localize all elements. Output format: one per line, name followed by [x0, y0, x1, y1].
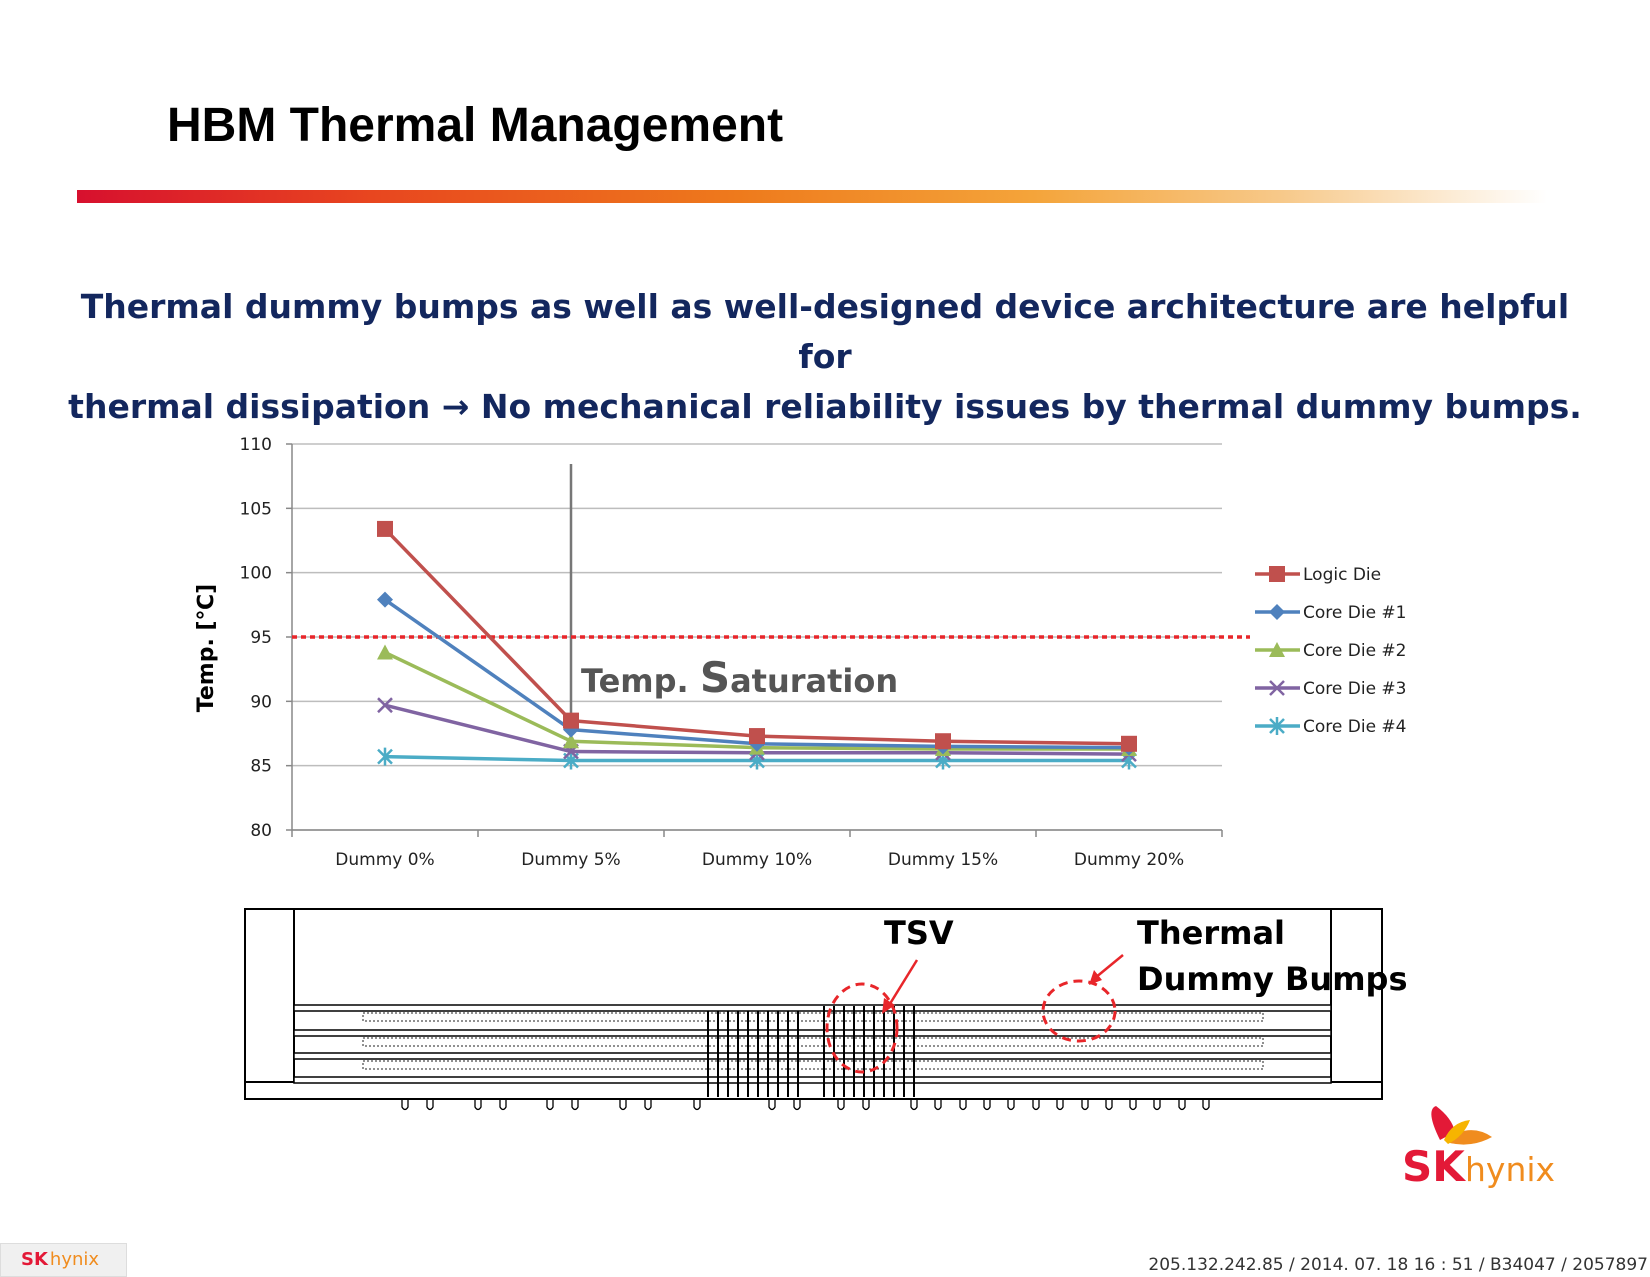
c4-bump	[793, 1100, 801, 1111]
headline: Thermal dummy bumps as well as well-desi…	[60, 282, 1590, 432]
sk-hynix-logo: SK hynix	[1402, 1106, 1555, 1191]
dummy-arrow-head	[1089, 970, 1102, 985]
hbm-cross-section-diagram: TSV Thermal Dummy Bumps	[244, 908, 1408, 1111]
legend-label: Core Die #1	[1303, 603, 1407, 623]
data-point	[935, 733, 951, 750]
tsv-arrow-head	[882, 998, 895, 1014]
c4-bump	[1105, 1100, 1113, 1111]
c4-bump	[546, 1100, 554, 1111]
c4-bump	[401, 1100, 409, 1111]
c4-bump	[571, 1100, 579, 1111]
logo-hynix-text: hynix	[1465, 1150, 1555, 1189]
legend-swatch-marker	[1269, 717, 1285, 735]
micro-bump-row	[362, 1012, 1264, 1022]
thermal-dummy-label-line-2: Dummy Bumps	[1137, 960, 1408, 998]
c4-bump	[426, 1100, 434, 1111]
micro-bump-row	[362, 1060, 1264, 1070]
legend-label: Core Die #4	[1303, 717, 1407, 737]
y-tick-label: 80	[250, 821, 272, 841]
data-point	[377, 697, 393, 714]
saturation-annotation-initial: S	[700, 653, 730, 702]
data-point	[563, 733, 579, 749]
y-tick-label: 90	[250, 692, 272, 712]
x-tick-label: Dummy 15%	[888, 850, 998, 870]
x-tick-label: Dummy 0%	[335, 850, 434, 870]
y-tick-label: 105	[240, 499, 272, 519]
c4-bump	[983, 1100, 991, 1111]
footer-logo-sk: SK	[21, 1249, 48, 1270]
headline-line-2: thermal dissipation → No mechanical reli…	[68, 387, 1582, 426]
title-underline-bar	[77, 190, 1547, 203]
c4-bump	[693, 1100, 701, 1111]
c4-bump	[1056, 1100, 1064, 1111]
data-point	[377, 591, 393, 608]
legend-swatch-marker	[1269, 566, 1285, 582]
c4-bump	[1081, 1100, 1089, 1111]
c4-bump	[1153, 1100, 1161, 1111]
thermal-dummy-label-line-1: Thermal	[1137, 914, 1285, 952]
die-layer	[293, 1029, 1332, 1037]
c4-bump	[862, 1100, 870, 1111]
package-outline	[244, 908, 1383, 1100]
die-layer	[293, 1004, 1332, 1012]
c4-bump	[910, 1100, 918, 1111]
y-tick-label: 100	[240, 564, 272, 584]
tsv-label: TSV	[884, 914, 954, 952]
c4-bump	[1032, 1100, 1040, 1111]
legend-swatch-marker	[1269, 604, 1285, 620]
c4-bump	[768, 1100, 776, 1111]
footer-info: 205.132.242.85 / 2014. 07. 18 16 : 51 / …	[1148, 1255, 1648, 1275]
legend-swatch-marker	[1269, 642, 1285, 657]
data-point	[1121, 735, 1137, 752]
data-point	[563, 712, 579, 729]
saturation-annotation: Temp. Saturation	[581, 653, 898, 702]
data-point	[377, 644, 393, 660]
c4-bump	[1178, 1100, 1186, 1111]
x-tick-label: Dummy 20%	[1074, 850, 1184, 870]
dummy-arrow-line	[1094, 954, 1124, 979]
footer-logo: SK hynix	[0, 1243, 127, 1277]
die-layer	[293, 1076, 1332, 1084]
y-tick-label: 95	[250, 628, 272, 648]
c4-bump	[1129, 1100, 1137, 1111]
c4-bump	[619, 1100, 627, 1111]
saturation-annotation-prefix: Temp.	[581, 662, 700, 700]
y-axis-label: Temp. [℃]	[194, 584, 219, 712]
data-point	[377, 747, 393, 766]
tsv-arrow-line	[886, 959, 919, 1008]
logo-butterfly-wing	[1444, 1120, 1470, 1144]
c4-bump	[1202, 1100, 1210, 1111]
die-layer	[293, 1052, 1332, 1060]
data-point	[377, 520, 393, 537]
c4-bump	[959, 1100, 967, 1111]
x-tick-label: Dummy 10%	[702, 850, 812, 870]
micro-bump-row	[362, 1037, 1264, 1047]
c4-bump	[837, 1100, 845, 1111]
c4-bump	[934, 1100, 942, 1111]
saturation-annotation-rest: aturation	[730, 662, 898, 700]
c4-bump	[474, 1100, 482, 1111]
c4-bump	[499, 1100, 507, 1111]
legend-label: Core Die #3	[1303, 679, 1407, 699]
x-tick-label: Dummy 5%	[521, 850, 620, 870]
c4-bump	[1007, 1100, 1015, 1111]
tsv-highlight-circle	[825, 982, 899, 1074]
headline-line-1: Thermal dummy bumps as well as well-desi…	[80, 287, 1570, 376]
slide-title: HBM Thermal Management	[167, 99, 784, 152]
logo-sk-text: SK	[1402, 1142, 1466, 1191]
dummy-bump-highlight-circle	[1041, 979, 1117, 1043]
legend-label: Logic Die	[1303, 565, 1381, 585]
legend-label: Core Die #2	[1303, 641, 1407, 661]
y-tick-label: 85	[250, 757, 272, 777]
legend-swatch-marker	[1269, 680, 1285, 696]
y-tick-label: 110	[240, 435, 272, 455]
footer-logo-hynix: hynix	[49, 1249, 100, 1270]
c4-bump	[644, 1100, 652, 1111]
data-point	[749, 728, 765, 745]
